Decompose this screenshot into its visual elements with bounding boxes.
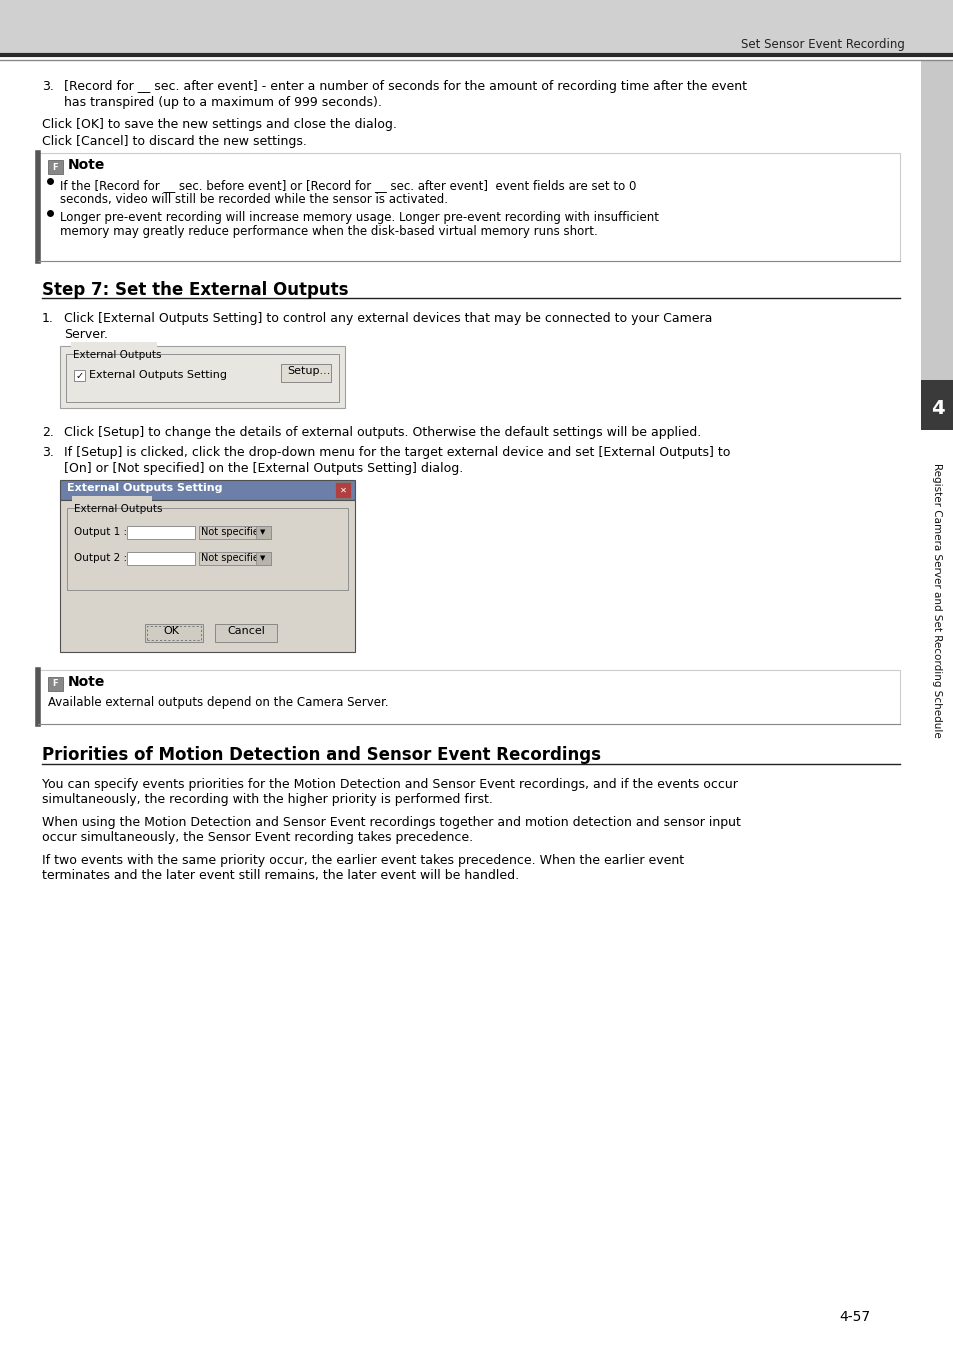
Bar — [255, 551, 271, 565]
Bar — [66, 355, 338, 402]
Text: Note: Note — [68, 158, 105, 173]
Bar — [127, 551, 194, 565]
Bar — [214, 624, 276, 642]
Text: Not specified: Not specified — [201, 527, 265, 537]
Text: Set Sensor Event Recording: Set Sensor Event Recording — [740, 38, 904, 51]
Text: F: F — [52, 163, 58, 171]
Bar — [199, 526, 271, 539]
Text: External Outputs Setting: External Outputs Setting — [67, 483, 222, 493]
Bar — [74, 369, 85, 381]
Text: External Outputs: External Outputs — [74, 504, 162, 514]
Text: occur simultaneously, the Sensor Event recording takes precedence.: occur simultaneously, the Sensor Event r… — [42, 830, 473, 844]
Bar — [0, 0, 953, 55]
Text: Cancel: Cancel — [227, 625, 265, 636]
Text: Longer pre-event recording will increase memory usage. Longer pre-event recordin: Longer pre-event recording will increase… — [60, 212, 659, 224]
Text: seconds, video will still be recorded while the sensor is activated.: seconds, video will still be recorded wh… — [60, 193, 448, 206]
Bar — [145, 624, 203, 642]
Bar — [67, 508, 348, 590]
Text: OK: OK — [163, 625, 179, 636]
Text: 3.: 3. — [42, 80, 53, 93]
Text: [On] or [Not specified] on the [External Outputs Setting] dialog.: [On] or [Not specified] on the [External… — [64, 462, 463, 474]
Text: ✕: ✕ — [339, 485, 346, 495]
Text: You can specify events priorities for the Motion Detection and Sensor Event reco: You can specify events priorities for th… — [42, 778, 737, 791]
Text: Server.: Server. — [64, 328, 108, 341]
Text: Click [External Outputs Setting] to control any external devices that may be con: Click [External Outputs Setting] to cont… — [64, 311, 712, 325]
Bar — [281, 364, 331, 381]
Text: If two events with the same priority occur, the earlier event takes precedence. : If two events with the same priority occ… — [42, 855, 683, 867]
Bar — [48, 160, 63, 174]
Text: terminates and the later event still remains, the later event will be handled.: terminates and the later event still rem… — [42, 869, 518, 882]
Bar — [60, 480, 355, 500]
Text: 4-57: 4-57 — [838, 1310, 869, 1324]
Text: Step 7: Set the External Outputs: Step 7: Set the External Outputs — [42, 280, 348, 299]
Text: ▼: ▼ — [260, 555, 265, 561]
Text: When using the Motion Detection and Sensor Event recordings together and motion : When using the Motion Detection and Sens… — [42, 816, 740, 829]
Bar — [255, 526, 271, 539]
Bar — [335, 483, 351, 497]
Text: 2.: 2. — [42, 426, 53, 439]
Text: has transpired (up to a maximum of 999 seconds).: has transpired (up to a maximum of 999 s… — [64, 96, 381, 109]
Text: F: F — [52, 679, 58, 689]
Bar — [38, 154, 899, 262]
Text: memory may greatly reduce performance when the disk-based virtual memory runs sh: memory may greatly reduce performance wh… — [60, 225, 598, 239]
Text: External Outputs: External Outputs — [73, 350, 161, 360]
Text: Output 2 :: Output 2 : — [74, 553, 127, 563]
Bar — [48, 677, 63, 692]
Text: 1.: 1. — [42, 311, 53, 325]
Text: simultaneously, the recording with the higher priority is performed first.: simultaneously, the recording with the h… — [42, 793, 493, 806]
Text: Available external outputs depend on the Camera Server.: Available external outputs depend on the… — [48, 696, 388, 709]
Bar — [127, 526, 194, 539]
Text: External Outputs Setting: External Outputs Setting — [89, 369, 227, 380]
Bar — [60, 500, 355, 652]
Text: If [Setup] is clicked, click the drop-down menu for the target external device a: If [Setup] is clicked, click the drop-do… — [64, 446, 730, 460]
Bar — [920, 61, 953, 430]
Text: 3.: 3. — [42, 446, 53, 460]
Text: Priorities of Motion Detection and Sensor Event Recordings: Priorities of Motion Detection and Senso… — [42, 745, 600, 764]
Text: Note: Note — [68, 675, 105, 689]
Text: ✓: ✓ — [75, 371, 84, 380]
Bar — [199, 551, 271, 565]
Bar — [60, 346, 345, 408]
Text: Click [Setup] to change the details of external outputs. Otherwise the default s: Click [Setup] to change the details of e… — [64, 426, 700, 439]
Text: Register Camera Server and Set Recording Schedule: Register Camera Server and Set Recording… — [931, 462, 942, 737]
Bar — [71, 342, 157, 352]
Text: Setup...: Setup... — [287, 367, 330, 376]
Bar — [147, 625, 201, 640]
Text: Output 1 :: Output 1 : — [74, 527, 127, 537]
Text: Not specified: Not specified — [201, 553, 265, 563]
Text: ▼: ▼ — [260, 528, 265, 535]
Bar — [920, 380, 953, 430]
Text: Click [Cancel] to discard the new settings.: Click [Cancel] to discard the new settin… — [42, 135, 307, 148]
Text: Click [OK] to save the new settings and close the dialog.: Click [OK] to save the new settings and … — [42, 119, 396, 131]
Bar — [71, 496, 152, 506]
Text: 4: 4 — [930, 399, 943, 418]
Text: [Record for __ sec. after event] - enter a number of seconds for the amount of r: [Record for __ sec. after event] - enter… — [64, 80, 746, 93]
Bar — [38, 670, 899, 724]
Text: If the [Record for __ sec. before event] or [Record for __ sec. after event]  ev: If the [Record for __ sec. before event]… — [60, 179, 636, 191]
